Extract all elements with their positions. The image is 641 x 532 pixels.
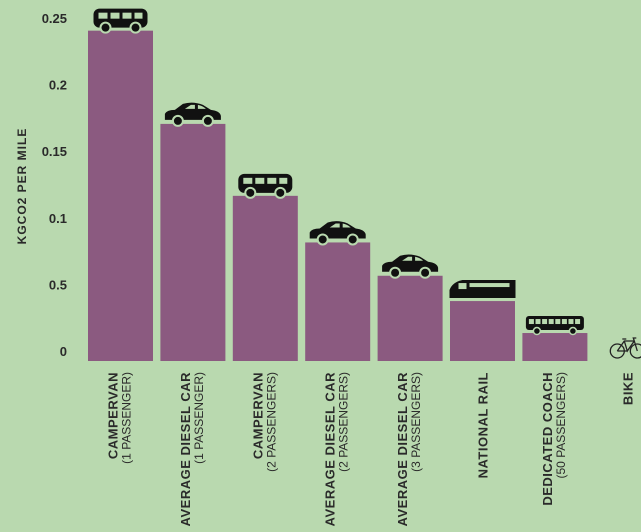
category-subtitle: (2 PASSENGERS) [337,372,351,472]
bar [450,301,515,361]
y-axis-label: KGCO2 PER MILE [15,128,29,245]
category-name: DEDICATED COACH [540,372,555,506]
category-name: CAMPERVAN [250,372,265,459]
category-subtitle: (1 PASSENGER) [192,372,206,464]
category-name: AVERAGE DIESEL CAR [178,372,193,527]
category-subtitle: (3 PASSENGERS) [409,372,423,472]
train-icon [449,280,516,299]
category-subtitle: (2 PASSENGERS) [264,372,278,472]
y-tick-label: 0 [60,344,67,359]
x-tick-label: AVERAGE DIESEL CAR (2 PASSENGERS) [323,372,351,527]
category-name: AVERAGE DIESEL CAR [395,372,410,527]
category-subtitle: (1 PASSENGER) [120,372,134,464]
bar [522,333,588,361]
x-tick-label: AVERAGE DIESEL CAR (3 PASSENGERS) [395,372,423,527]
bars [88,30,588,362]
category-name: BIKE [620,372,635,405]
y-tick-label: 0.5 [49,277,67,292]
y-tick-label: 0.15 [42,144,67,159]
category-name: NATIONAL RAIL [476,372,491,478]
bar [160,123,226,362]
car-icon [382,254,439,279]
car-icon [164,102,221,127]
vehicle-icons [93,8,641,359]
x-tick-label: CAMPERVAN (1 PASSENGER) [106,372,134,464]
category-name: AVERAGE DIESEL CAR [323,372,338,527]
bar [305,242,371,361]
category-subtitle: (50 PASSENGERS) [554,372,568,478]
x-tick-label: BIKE [620,372,635,405]
bar [88,30,153,361]
bicycle-icon [609,337,641,359]
campervan-icon [93,8,148,34]
bar [377,275,443,361]
x-tick-label: AVERAGE DIESEL CAR (1 PASSENGER) [178,372,206,527]
x-tick-labels: CAMPERVAN (1 PASSENGER) AVERAGE DIESEL CAR… [106,372,636,527]
y-ticks: 0 0.5 0.1 0.15 0.2 0.25 [42,11,67,359]
y-tick-label: 0.2 [49,78,67,93]
bar [232,195,298,361]
x-tick-label: NATIONAL RAIL [476,372,491,478]
y-tick-label: 0.1 [49,211,67,226]
campervan-icon [238,173,293,199]
y-tick-label: 0.25 [42,11,67,26]
x-tick-label: CAMPERVAN (2 PASSENGERS) [250,372,278,472]
category-name: CAMPERVAN [106,372,121,459]
x-tick-label: DEDICATED COACH (50 PASSENGERS) [540,372,568,506]
car-icon [309,221,366,246]
coach-icon [525,316,584,336]
